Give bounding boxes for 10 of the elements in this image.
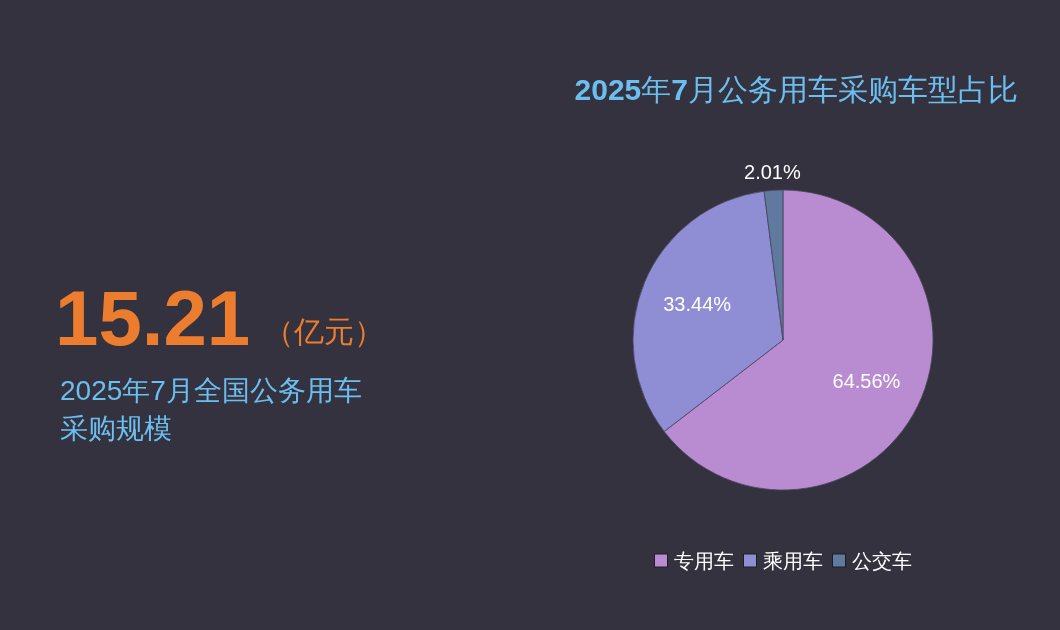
legend-label: 专用车: [673, 550, 734, 572]
data-label: 33.44%: [663, 293, 732, 316]
legend-label: 公交车: [851, 550, 912, 572]
text: （亿元）: [264, 315, 385, 348]
text: 2025年7月全国公务用车采购规模: [60, 375, 362, 444]
data-label: 2.01%: [744, 161, 801, 184]
text: 15.21: [55, 274, 251, 362]
data-label: 64.56%: [832, 370, 901, 393]
legend-label: 乘用车: [762, 550, 823, 572]
chart-title: 2025年7月公务用车采购车型占比: [574, 73, 1018, 106]
